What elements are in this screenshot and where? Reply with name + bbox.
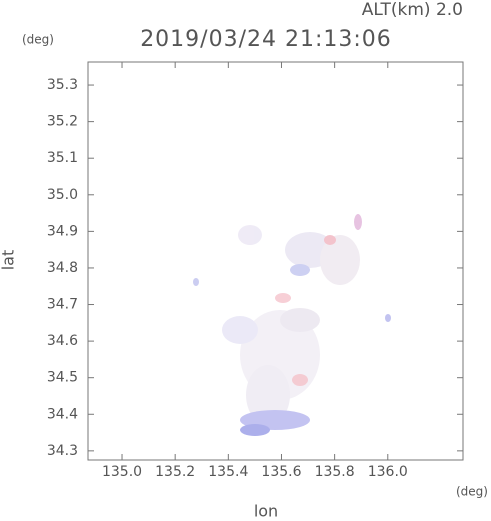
y-axis-title: lat (0, 250, 18, 271)
y-tick-label: 34.6 (47, 333, 78, 349)
x-tick-label: 135.6 (261, 464, 301, 480)
x-tick-label: 135.8 (315, 464, 355, 480)
x-tick-label: 136.0 (368, 464, 408, 480)
y-tick-label: 35.0 (47, 187, 78, 203)
y-tick-label: 35.3 (47, 77, 78, 93)
radar-echo (193, 214, 391, 436)
y-tick-label: 34.7 (47, 297, 78, 313)
y-tick-label: 35.1 (47, 150, 78, 166)
x-tick-label: 135.2 (155, 464, 195, 480)
altitude-label: ALT(km) 2.0 (362, 0, 463, 20)
plot-frame (87, 61, 464, 461)
y-unit: (deg) (22, 33, 54, 47)
y-tick-label: 34.8 (47, 260, 78, 276)
x-tick-label: 135.0 (102, 464, 142, 480)
chart-title: 2019/03/24 21:13:06 (140, 27, 392, 52)
y-tick-label: 34.5 (47, 370, 78, 386)
x-unit: (deg) (456, 485, 488, 499)
y-tick-label: 34.9 (47, 223, 78, 239)
x-tick-label: 135.4 (208, 464, 248, 480)
x-axis-title: lon (254, 502, 278, 521)
y-tick-label: 35.2 (47, 114, 78, 130)
y-tick-label: 34.4 (47, 406, 78, 422)
y-tick-label: 34.3 (47, 443, 78, 459)
